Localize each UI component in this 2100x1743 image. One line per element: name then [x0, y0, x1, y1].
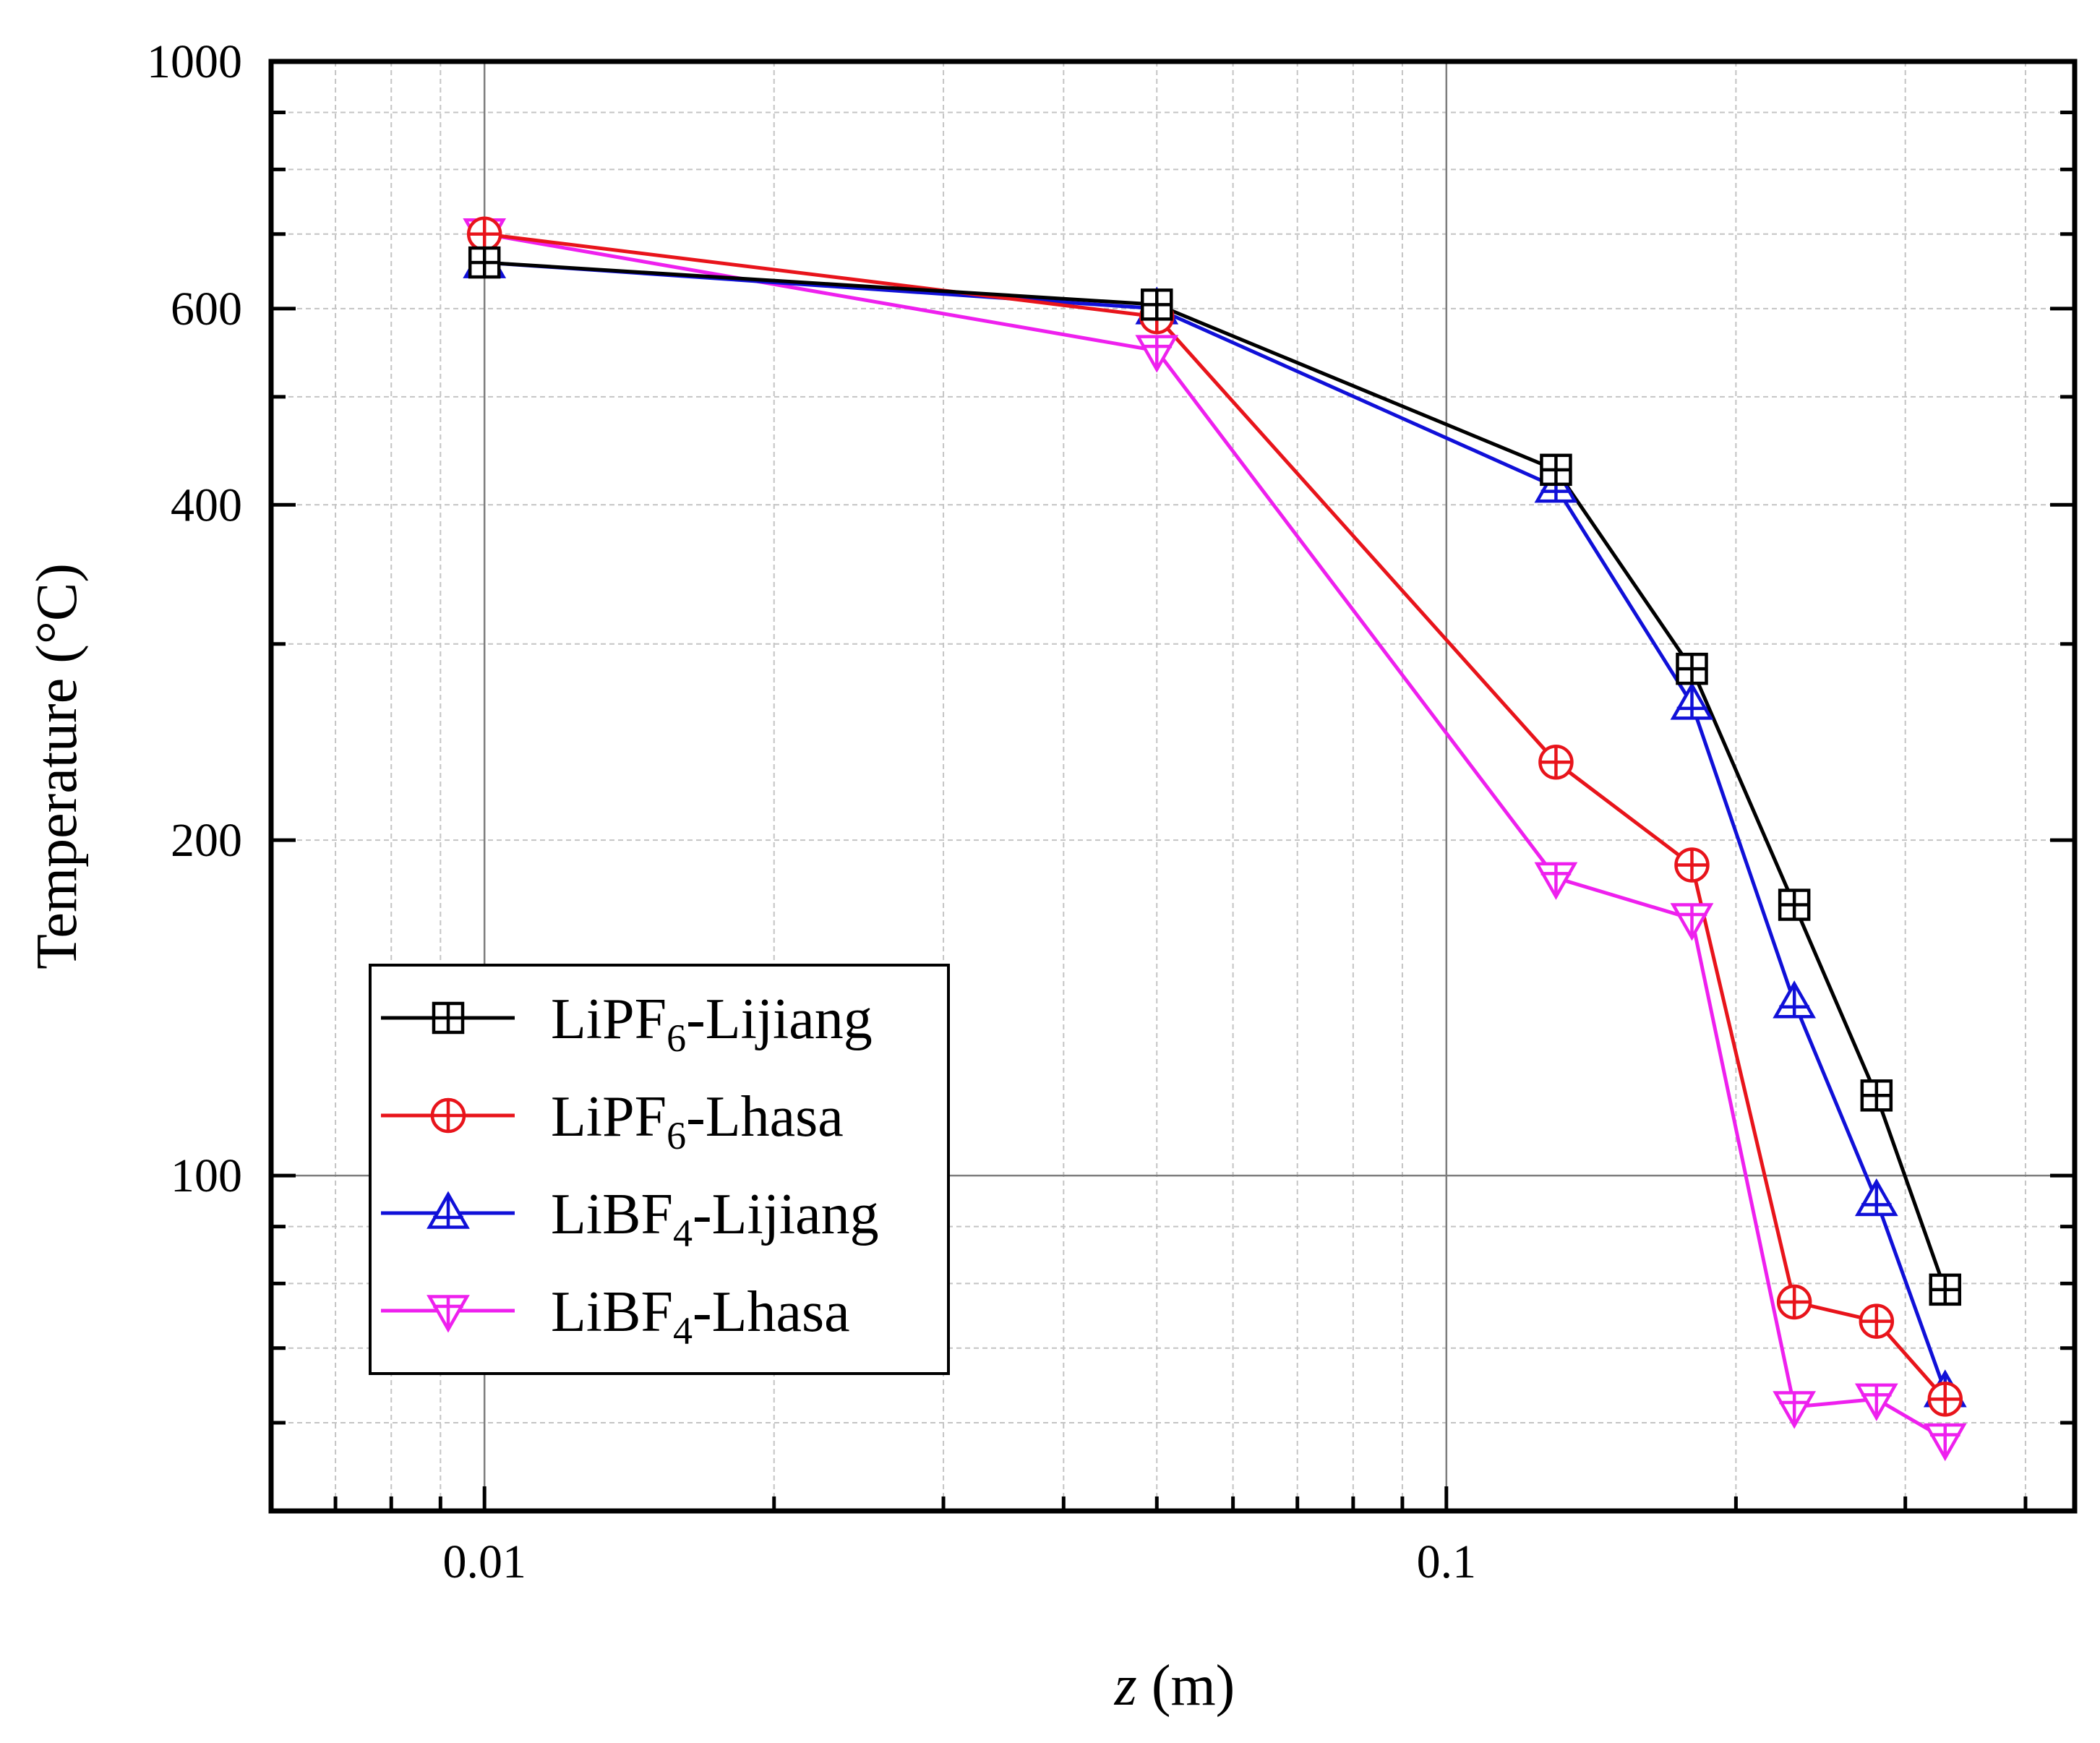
y-axis-title: Temperature (°C): [25, 563, 89, 969]
legend-label-base: LiPF: [551, 988, 667, 1051]
plot-frame: [268, 59, 2078, 1514]
legend-label-base: LiBF: [551, 1183, 673, 1246]
legend-label-rest: -Lhasa: [693, 1280, 850, 1344]
y-tick-label: 600: [171, 283, 242, 335]
data-point-LiBF4-Lijiang: [1773, 980, 1817, 1019]
legend-label-base: LiPF: [551, 1085, 667, 1149]
data-point-LiPF6-Lhasa: [1859, 1303, 1895, 1339]
y-tick-label: 400: [171, 479, 242, 531]
legend-label: LiBF4-Lhasa: [551, 1280, 850, 1353]
legend-item: LiBF4-Lijiang: [381, 1183, 879, 1255]
data-point-LiPF6-Lhasa: [466, 216, 502, 252]
y-tick-label: 1000: [147, 35, 242, 88]
data-point-LiBF4-Lijiang: [1854, 1178, 1898, 1217]
series-layer: [463, 216, 1967, 1462]
data-point-LiPF6-Lijiang: [1676, 652, 1708, 685]
legend-label: LiPF6-Lijiang: [551, 988, 873, 1060]
legend-label: LiPF6-Lhasa: [551, 1085, 844, 1157]
data-point-LiPF6-Lhasa: [1776, 1284, 1812, 1320]
data-point-LiPF6-Lijiang: [1540, 453, 1572, 487]
x-tick-label: 0.1: [1417, 1536, 1477, 1588]
legend: LiPF6-LijiangLiPF6-LhasaLiBF4-LijiangLiB…: [369, 964, 950, 1375]
x-axis-title: z (m): [1114, 1654, 1235, 1718]
legend-label: LiBF4-Lijiang: [551, 1183, 879, 1255]
data-point-LiBF4-Lhasa: [1923, 1423, 1967, 1462]
legend-marker: [427, 1191, 470, 1229]
y-tick-label: 200: [171, 814, 242, 867]
data-point-LiPF6-Lhasa: [1674, 847, 1710, 883]
x-axis-variable: z: [1114, 1654, 1137, 1718]
grid: [271, 61, 2075, 1511]
data-point-LiPF6-Lijiang: [1778, 888, 1811, 921]
data-point-LiPF6-Lhasa: [1538, 744, 1574, 780]
data-point-LiPF6-Lijiang: [468, 246, 501, 279]
legend-box: [369, 964, 950, 1375]
data-point-LiPF6-Lhasa: [1927, 1382, 1963, 1417]
legend-label-rest: -Lijiang: [686, 988, 873, 1051]
data-point-LiPF6-Lijiang: [1141, 288, 1173, 321]
legend-item: LiPF6-Lijiang: [381, 988, 873, 1060]
legend-label-subscript: 4: [673, 1309, 693, 1353]
legend-marker: [430, 1097, 466, 1134]
legend-label-subscript: 6: [667, 1016, 686, 1060]
legend-label-subscript: 4: [673, 1212, 693, 1255]
legend-label-subscript: 6: [667, 1114, 686, 1157]
legend-marker: [432, 1001, 465, 1035]
data-point-LiBF4-Lhasa: [1670, 903, 1714, 941]
data-point-LiPF6-Lijiang: [1929, 1273, 1962, 1306]
legend-item: LiPF6-Lhasa: [381, 1085, 844, 1157]
data-point-LiBF4-Lhasa: [1773, 1391, 1817, 1429]
x-axis-unit: (m): [1137, 1654, 1235, 1718]
legend-label-rest: -Lijiang: [693, 1183, 879, 1246]
axes: 0.01 0.1 100 200 400 600 1000: [147, 35, 2078, 1588]
legend-label-rest: -Lhasa: [686, 1085, 844, 1149]
data-point-LiPF6-Lijiang: [1860, 1079, 1893, 1112]
data-point-LiBF4-Lhasa: [1135, 335, 1179, 373]
legend-marker: [427, 1295, 470, 1333]
y-tick-label: 100: [171, 1149, 242, 1202]
data-point-LiBF4-Lhasa: [1854, 1383, 1898, 1421]
legend-item: LiBF4-Lhasa: [381, 1280, 850, 1353]
legend-label-base: LiBF: [551, 1280, 673, 1344]
x-tick-label: 0.01: [442, 1536, 526, 1588]
data-point-LiBF4-Lijiang: [1670, 682, 1714, 720]
data-point-LiBF4-Lhasa: [1534, 862, 1578, 900]
